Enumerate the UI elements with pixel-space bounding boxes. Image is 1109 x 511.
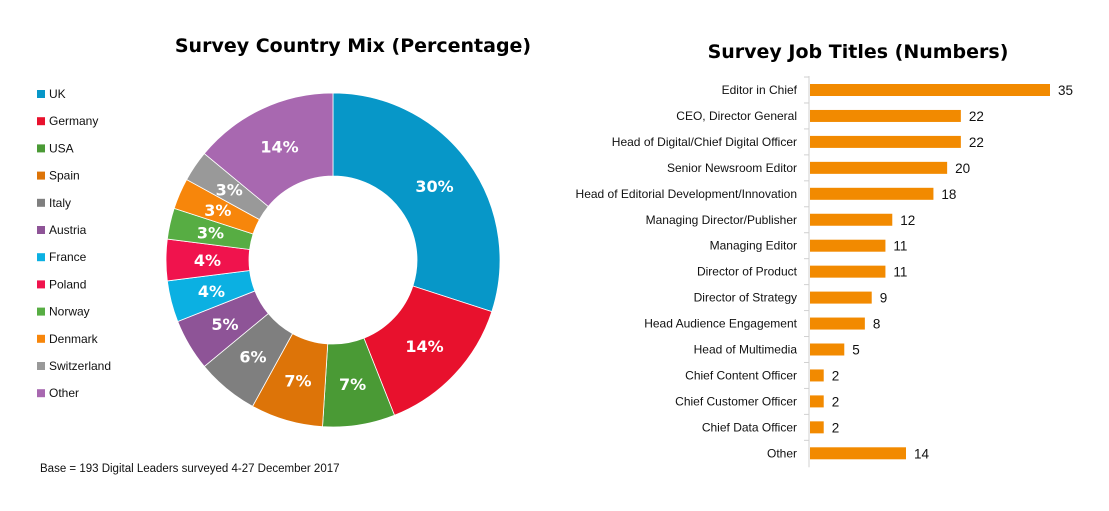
legend-swatch [37, 171, 45, 180]
slice-label: 3% [204, 201, 231, 220]
legend-item: Other [49, 386, 79, 400]
category-label: Head of Editorial Development/Innovation [576, 187, 797, 201]
bar [810, 109, 961, 122]
bar [810, 239, 886, 252]
bar [810, 84, 1050, 96]
footnote: Base = 193 Digital Leaders surveyed 4-27… [40, 463, 340, 475]
bar-value-label: 8 [873, 317, 881, 332]
category-label: Other [767, 446, 797, 460]
bar [810, 291, 872, 304]
legend-item: USA [49, 141, 74, 155]
slice-label: 7% [339, 375, 366, 394]
bar [810, 317, 865, 330]
legend-item: Spain [49, 169, 80, 183]
bar [810, 213, 893, 226]
legend-swatch [37, 334, 45, 343]
legend-swatch [37, 90, 45, 98]
slice-label: 4% [194, 251, 221, 270]
legend-item: France [49, 250, 87, 264]
bar-value-label: 2 [832, 420, 840, 435]
category-label: Head of Multimedia [694, 343, 798, 357]
bar [810, 421, 824, 434]
category-label: Managing Director/Publisher [646, 213, 797, 227]
bar-value-label: 22 [969, 135, 984, 150]
category-label: Editor in Chief [722, 83, 798, 97]
bar [810, 187, 934, 200]
legend-swatch [37, 362, 45, 370]
legend-item: Norway [49, 305, 90, 319]
category-label: Director of Strategy [694, 291, 797, 305]
bar-value-label: 14 [914, 446, 930, 461]
slice-label: 7% [284, 372, 311, 391]
bar [810, 395, 824, 408]
legend-swatch [37, 253, 45, 262]
bar-value-label: 20 [955, 161, 970, 176]
legend: UK Germany USA Spain Italy Austria France Polan… [37, 87, 111, 400]
legend-item: Poland [49, 277, 86, 291]
slice-label: 3% [197, 224, 224, 243]
bar-value-label: 5 [852, 343, 860, 358]
legend-item: UK [49, 87, 66, 101]
slice-label: 30% [415, 177, 453, 196]
category-label: Head Audience Engagement [644, 317, 797, 331]
bar-value-label: 12 [900, 213, 915, 228]
bar-value-label: 22 [969, 109, 984, 124]
legend-swatch [37, 198, 45, 207]
slice-label: 14% [405, 337, 443, 356]
donut-title: Survey Country Mix (Percentage) [175, 35, 531, 57]
legend-swatch [37, 307, 45, 316]
slice-label: 5% [211, 315, 238, 334]
donut-slice-other [203, 92, 334, 208]
legend-swatch [37, 389, 45, 398]
category-label: Managing Editor [710, 239, 797, 253]
category-label: Chief Customer Officer [675, 394, 797, 408]
bar-value-label: 2 [832, 368, 840, 383]
legend-item: Austria [49, 223, 87, 237]
bar-value-label: 9 [880, 291, 888, 306]
legend-item: Germany [49, 114, 98, 128]
bar-title: Survey Job Titles (Numbers) [708, 41, 1009, 63]
category-label: Head of Digital/Chief Digital Officer [612, 135, 797, 149]
bar [810, 369, 824, 382]
donut-chart: 30% 14% 7% 7% 6%5% 4% 4% 3% 3% 3% 14% [165, 92, 501, 428]
slice-label: 4% [198, 282, 225, 301]
bar [810, 343, 845, 356]
legend-item: Italy [49, 196, 71, 210]
legend-swatch [37, 226, 45, 234]
donut-slice-uk [332, 92, 501, 313]
bar [810, 447, 906, 460]
bar-value-label: 18 [941, 187, 956, 202]
legend-item: Denmark [49, 332, 99, 346]
legend-swatch [37, 144, 45, 153]
legend-item: Switzerland [49, 359, 111, 373]
bar-value-label: 2 [832, 394, 840, 409]
bar [810, 265, 886, 278]
category-label: Senior Newsroom Editor [667, 161, 797, 175]
bar-value-label: 11 [893, 265, 907, 280]
category-label: CEO, Director General [676, 109, 797, 123]
slice-label: 6% [239, 348, 266, 367]
category-label: Director of Product [697, 265, 798, 279]
legend-swatch [37, 280, 45, 289]
legend-swatch [37, 117, 45, 126]
bar-value-label: 11 [893, 239, 907, 254]
slice-label: 3% [216, 180, 243, 199]
bar [810, 161, 948, 174]
bar [810, 135, 961, 148]
bar-value-label: 35 [1058, 83, 1073, 98]
category-label: Chief Data Officer [702, 420, 797, 434]
category-label: Chief Content Officer [685, 368, 797, 382]
slice-label: 14% [260, 137, 298, 156]
